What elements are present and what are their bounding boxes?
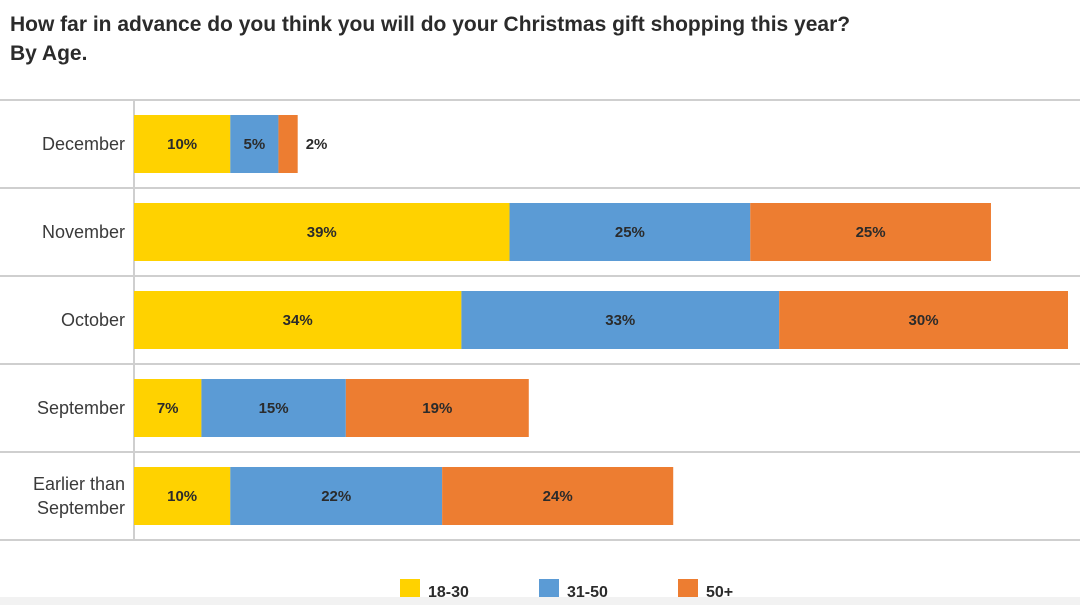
bar-value-label: 25% — [615, 224, 645, 241]
bar-value-label: 39% — [307, 224, 337, 241]
bars: 10% 5% 2% 39% 25% 25% 34% 33% 30% 7% 15% 19% 10% 22% 2… — [134, 115, 1068, 525]
bar-18-30-earlier-than-september — [134, 467, 231, 525]
bar-31-50-october — [461, 291, 780, 349]
bar-value-label: 30% — [909, 312, 939, 329]
legend-swatch — [539, 579, 559, 599]
bar-31-50-november — [509, 203, 751, 261]
bar-31-50-december — [230, 115, 279, 173]
bar-value-label: 34% — [283, 312, 313, 329]
bar-50+-october — [779, 291, 1068, 349]
bar-31-50-september — [201, 379, 346, 437]
bar-value-label: 2% — [306, 136, 328, 153]
legend: 18-30 31-50 50+ — [400, 579, 733, 601]
chart-title: How far in advance do you think you will… — [10, 10, 850, 68]
category-label: December — [42, 134, 125, 154]
bar-value-label: 19% — [422, 400, 452, 417]
bar-50+-earlier-than-september — [442, 467, 674, 525]
bar-value-label: 33% — [605, 312, 635, 329]
category-label: Earlier than September — [33, 474, 125, 518]
legend-item-50+: 50+ — [678, 579, 733, 601]
category-label: October — [61, 310, 125, 330]
legend-label: 18-30 — [428, 584, 469, 601]
chart-title-main: How far in advance do you think you will… — [10, 13, 851, 36]
bar-50+-september — [345, 379, 529, 437]
category-label: November — [42, 222, 125, 242]
bar-18-30-december — [134, 115, 231, 173]
legend-swatch — [678, 579, 698, 599]
bar-value-label: 7% — [157, 400, 179, 417]
bar-value-label: 22% — [321, 488, 351, 505]
bar-value-label: 10% — [167, 136, 197, 153]
legend-label: 31-50 — [567, 584, 608, 601]
bar-value-label: 24% — [543, 488, 573, 505]
bar-value-label: 10% — [167, 488, 197, 505]
legend-item-31-50: 31-50 — [539, 579, 608, 601]
bar-31-50-earlier-than-september — [230, 467, 443, 525]
bar-value-label: 15% — [259, 400, 289, 417]
bottom-strip — [0, 597, 1080, 605]
bar-value-label: 5% — [244, 136, 266, 153]
chart-subtitle: By Age. — [10, 42, 88, 65]
bar-50+-november — [750, 203, 991, 261]
bar-18-30-october — [134, 291, 462, 349]
bar-18-30-september — [134, 379, 202, 437]
category-labels: December November October September Earlier … — [33, 134, 125, 518]
bar-18-30-november — [134, 203, 510, 261]
gridlines — [0, 99, 1080, 541]
legend-swatch — [400, 579, 420, 599]
legend-item-18-30: 18-30 — [400, 579, 469, 601]
legend-label: 50+ — [706, 584, 733, 601]
category-label: September — [37, 398, 125, 418]
bar-50+-december — [278, 115, 298, 173]
bar-value-label: 25% — [856, 224, 886, 241]
